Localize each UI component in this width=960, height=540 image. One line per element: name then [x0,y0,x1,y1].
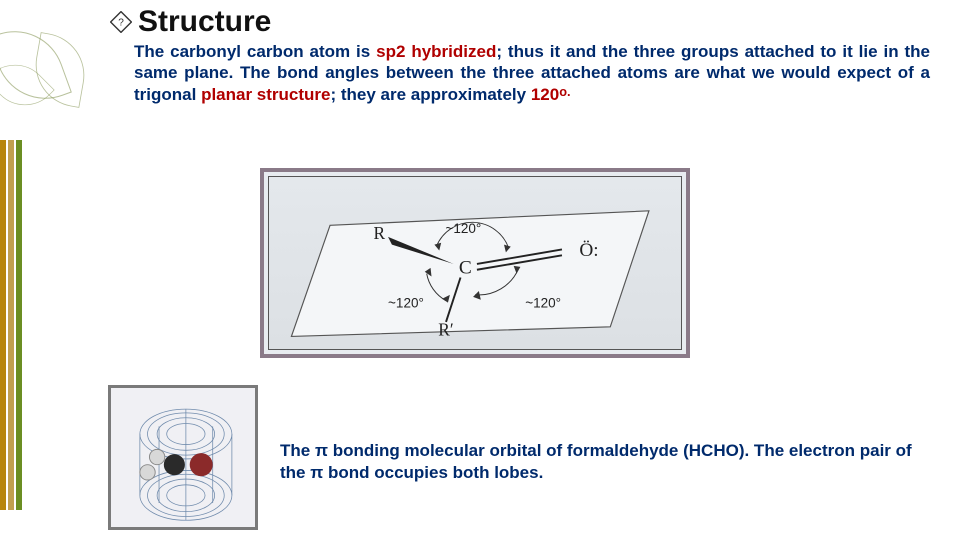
label-c: C [459,258,472,279]
angle-label-left: ~120° [388,295,424,310]
pi-symbol: π [310,463,323,482]
angle-label-right: ~120° [525,295,561,310]
label-r: R [374,224,386,243]
text-segment: ; they are approximately [331,85,531,104]
label-rprime: R′ [438,320,453,339]
highlight-text: planar structure [201,85,330,104]
label-o: Ö: [579,240,598,261]
pi-symbol: π [315,441,328,460]
svg-text:?: ? [118,18,124,29]
highlight-text: sp2 hybridized [376,42,496,61]
orbital-caption: The π bonding molecular orbital of forma… [280,440,940,484]
text-segment: bond occupies both lobes. [323,463,543,482]
highlight-text: 120o. [531,85,571,104]
slide-decoration-leaves [0,25,100,95]
diamond-bullet-icon: ? [110,11,132,33]
section-title: Structure [138,5,271,39]
slide-decoration-stripes [0,140,25,510]
body-paragraph: The carbonyl carbon atom is sp2 hybridiz… [134,41,930,105]
angle-label-top: ~120° [445,221,481,236]
trigonal-planar-diagram: C Ö: R R′ ~120° ~120° ~120° [260,168,690,358]
pi-orbital-diagram [108,385,258,530]
text-segment: The [280,441,315,460]
text-segment: The carbonyl carbon atom is [134,42,376,61]
